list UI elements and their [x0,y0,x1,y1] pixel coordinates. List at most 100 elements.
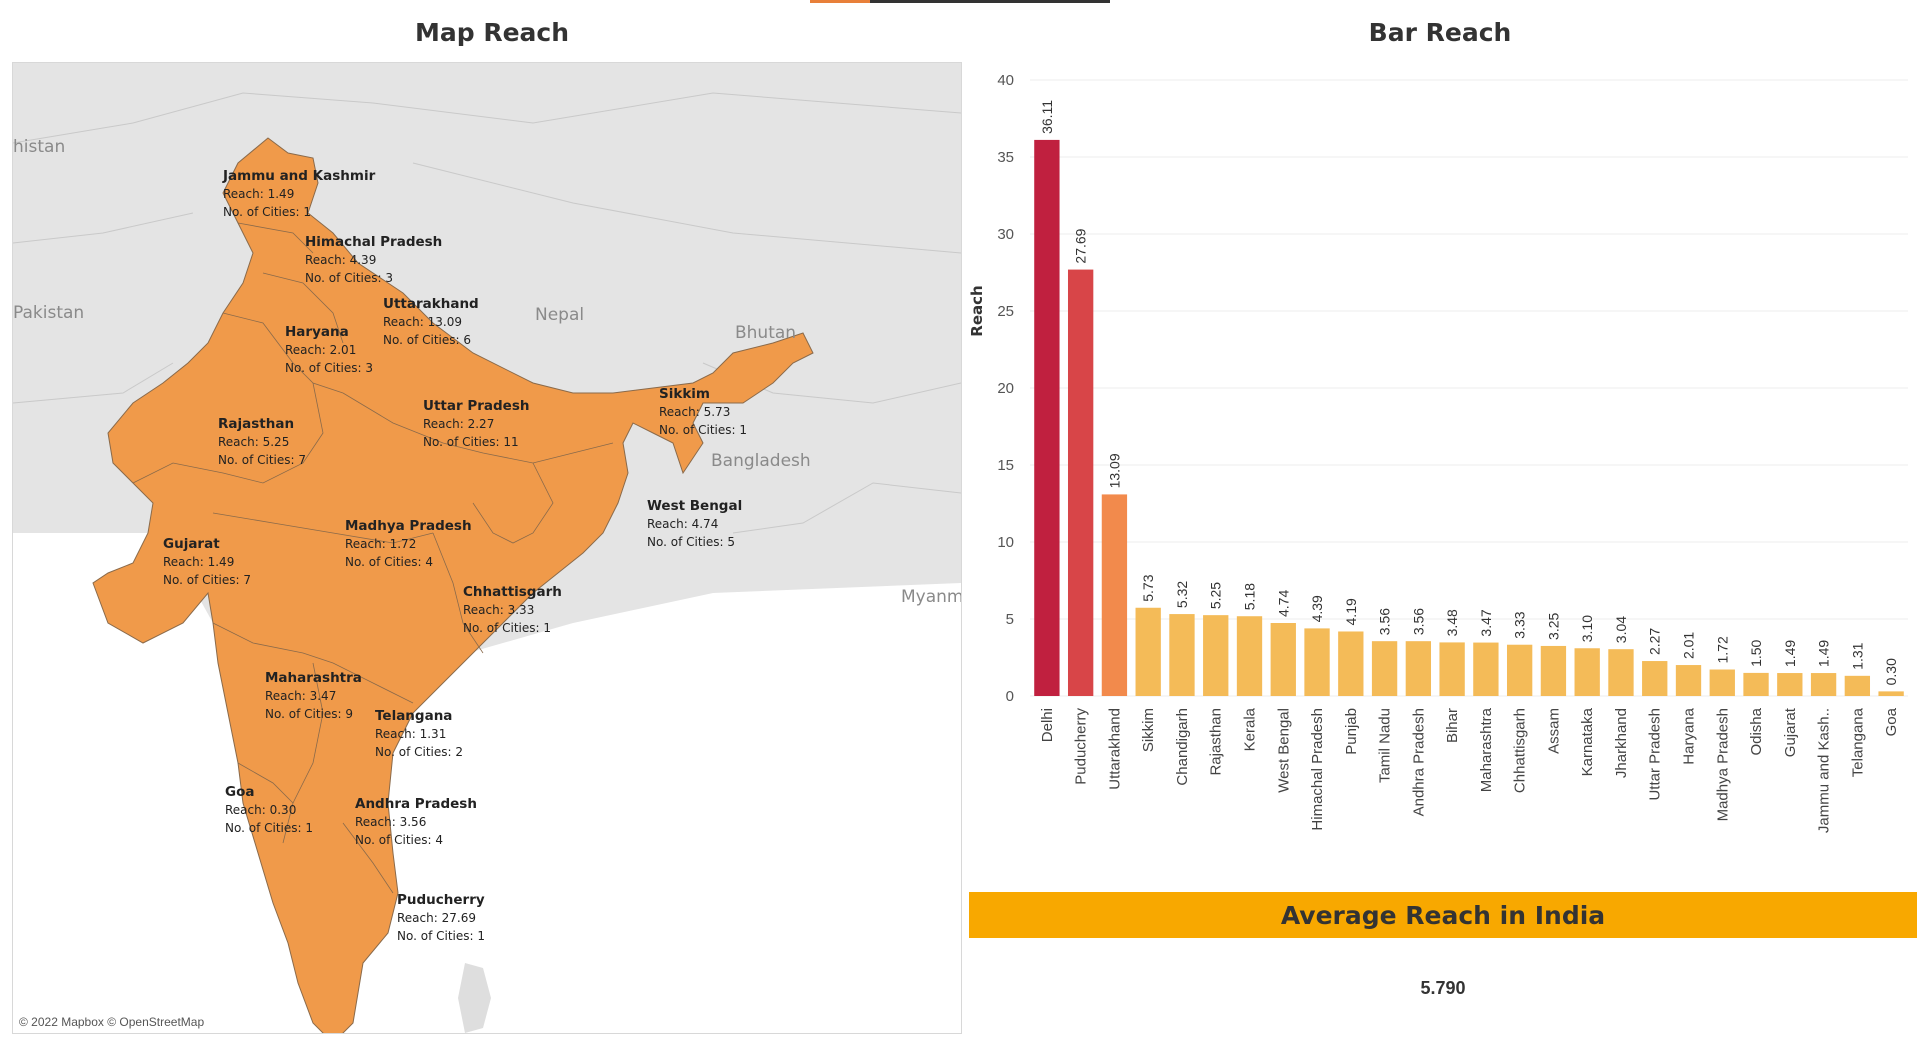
x-tick-label: Andhra Pradesh [1410,708,1427,816]
x-tick-label: Puducherry [1073,708,1090,785]
bar[interactable] [1810,673,1837,696]
bar-value-label: 5.32 [1174,581,1190,608]
state-label-madhya-pradesh[interactable]: Madhya Pradesh Reach: 1.72 No. of Cities… [345,517,472,571]
state-reach: Reach: 3.56 [355,815,427,829]
state-name: Maharashtra [265,670,362,686]
state-name: Puducherry [397,892,485,908]
bar-value-label: 1.50 [1748,639,1764,666]
bar[interactable] [1439,642,1465,696]
state-label-haryana[interactable]: Haryana Reach: 2.01 No. of Cities: 3 [285,323,373,377]
bar[interactable] [1574,648,1600,696]
x-axis-category-labels: Delhi Puducherry Uttarakhand Sikkim Chandiga… [1039,707,1900,833]
state-label-west-bengal[interactable]: West Bengal Reach: 4.74 No. of Cities: 5 [647,497,742,551]
bar-value-label: 3.04 [1613,616,1629,643]
state-reach: Reach: 2.01 [285,343,357,357]
y-axis-label: Reach [968,285,986,336]
state-cities: No. of Cities: 4 [355,833,444,847]
state-label-uttarakhand[interactable]: Uttarakhand Reach: 13.09 No. of Cities: … [383,295,479,349]
x-tick-label: Gujarat [1782,707,1799,757]
x-tick-label: Delhi [1039,708,1056,742]
bar[interactable] [1473,642,1499,696]
bar[interactable] [1338,631,1364,696]
state-label-himachal-pradesh[interactable]: Himachal Pradesh Reach: 4.39 No. of Citi… [305,233,442,287]
bar[interactable] [1878,691,1904,696]
state-name: Uttar Pradesh [423,398,530,414]
state-label-telangana[interactable]: Telangana Reach: 1.31 No. of Cities: 2 [375,707,463,761]
bar-value-label: 0.30 [1883,658,1899,685]
bar[interactable] [1675,665,1702,696]
bar-value-label: 5.73 [1140,574,1156,601]
state-reach: Reach: 1.72 [345,537,417,551]
bar[interactable] [1304,628,1330,696]
state-label-andhra-pradesh[interactable]: Andhra Pradesh Reach: 3.56 No. of Cities… [355,795,477,849]
x-tick-label: Uttar Pradesh [1647,708,1664,801]
state-label-maharashtra[interactable]: Maharashtra Reach: 3.47 No. of Cities: 9 [265,669,362,723]
x-tick-label: Haryana [1681,707,1698,764]
bar[interactable] [1540,645,1567,696]
bar-value-label: 4.19 [1343,598,1359,625]
bar[interactable] [1405,641,1432,696]
india-reach-map[interactable]: histan Pakistan Nepal Bhutan Bangladesh … [12,62,962,1034]
state-label-uttar-pradesh[interactable]: Uttar Pradesh Reach: 2.27 No. of Cities:… [423,397,529,451]
state-reach: Reach: 1.49 [223,187,295,201]
x-tick-label: Karnataka [1579,707,1596,776]
bar[interactable] [1203,615,1229,696]
bar[interactable] [1067,269,1094,696]
bar[interactable] [1169,614,1195,696]
bar[interactable] [1135,607,1161,696]
bar-value-label: 3.33 [1512,611,1528,638]
map-title: Map Reach [414,18,570,47]
map-basemap [13,63,961,1033]
chart-gridlines [1030,79,1908,697]
dashboard-tab-strip [810,0,1110,3]
bar[interactable] [1709,669,1735,696]
bar[interactable] [1101,494,1128,696]
bar-chart-title: Bar Reach [1368,18,1512,47]
state-label-jammu-and-kashmir[interactable]: Jammu and Kashmir Reach: 1.49 No. of Cit… [223,167,375,221]
state-reach: Reach: 5.73 [659,405,731,419]
bar-value-label: 4.74 [1275,590,1291,617]
state-name: Haryana [285,324,349,340]
state-name: Madhya Pradesh [345,518,472,534]
y-axis-ticks: 0 5 10 15 20 25 30 35 40 [997,72,1014,705]
state-label-rajasthan[interactable]: Rajasthan Reach: 5.25 No. of Cities: 7 [218,415,306,469]
map-attribution[interactable]: © 2022 Mapbox © OpenStreetMap [19,1015,205,1029]
y-tick-label: 15 [997,457,1014,474]
bar[interactable] [1034,139,1060,696]
state-label-sikkim[interactable]: Sikkim Reach: 5.73 No. of Cities: 1 [659,385,747,439]
y-tick-label: 20 [997,380,1014,397]
bar[interactable] [1608,649,1634,696]
x-tick-label: Punjab [1343,708,1360,755]
state-name: Telangana [375,708,453,724]
state-label-gujarat[interactable]: Gujarat Reach: 1.49 No. of Cities: 7 [163,535,251,589]
x-tick-label: Goa [1883,707,1900,736]
average-reach-value: 5.790 [1420,978,1466,998]
bar-value-label: 3.56 [1377,608,1393,635]
x-tick-label: West Bengal [1275,708,1292,793]
bar[interactable] [1844,675,1871,696]
x-tick-label: Assam [1545,708,1562,754]
y-tick-label: 35 [997,149,1014,166]
country-label-nepal: Nepal [535,305,585,325]
state-label-chhattisgarh[interactable]: Chhattisgarh Reach: 3.33 No. of Cities: … [463,583,562,637]
bar[interactable] [1743,672,1769,696]
bar-value-label: 3.48 [1444,609,1460,636]
bar[interactable] [1270,623,1296,696]
country-label-myanmar: Myanma [901,587,962,607]
state-name: West Bengal [647,498,743,514]
bar[interactable] [1371,641,1398,696]
state-cities: No. of Cities: 3 [305,271,394,285]
x-tick-label: Rajasthan [1208,708,1225,776]
bar[interactable] [1506,644,1533,696]
bar-value-label: 3.10 [1579,615,1595,642]
bar[interactable] [1777,673,1803,696]
bar[interactable] [1236,616,1263,696]
bar-value-label: 2.27 [1647,628,1663,655]
state-reach: Reach: 1.49 [163,555,235,569]
state-name: Uttarakhand [383,296,479,312]
state-label-goa[interactable]: Goa Reach: 0.30 No. of Cities: 1 [225,783,313,837]
state-label-puducherry[interactable]: Puducherry Reach: 27.69 No. of Cities: 1 [397,891,485,945]
bar[interactable] [1642,661,1668,696]
y-tick-label: 0 [1006,688,1014,705]
state-cities: No. of Cities: 2 [375,745,464,759]
